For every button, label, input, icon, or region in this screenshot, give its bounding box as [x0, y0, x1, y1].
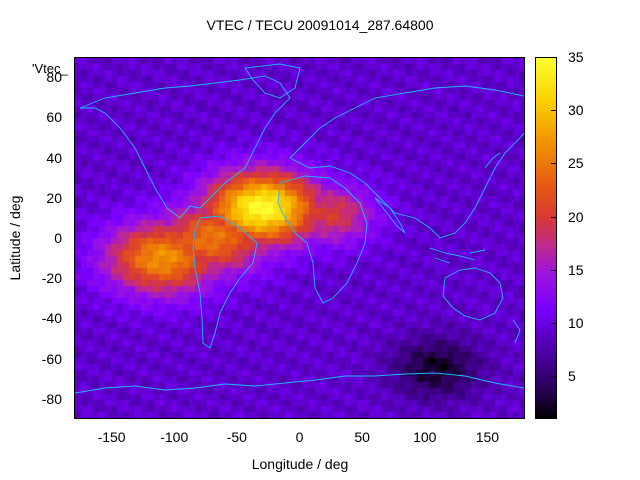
- y-axis-label: Latitude / deg: [7, 195, 23, 281]
- coast-indonesia: [429, 247, 486, 264]
- colorbar-tick-label: 25: [568, 155, 584, 172]
- colorbar-tick-label: 15: [568, 261, 584, 278]
- coast-south-america: [192, 215, 258, 349]
- x-tick-label: -150: [97, 429, 126, 445]
- colorbar: [535, 57, 557, 419]
- coast-japan: [484, 152, 501, 169]
- map-plot-area: [74, 57, 525, 419]
- y-tick-label: -40: [41, 310, 62, 327]
- x-tick-label: 0: [295, 429, 304, 445]
- y-tick-label: -80: [41, 390, 62, 407]
- colorbar-tick-mark: [551, 216, 557, 218]
- x-tick-label: 150: [475, 429, 500, 445]
- coast-greenland: [244, 63, 301, 99]
- coast-new-zealand: [512, 319, 521, 344]
- y-tick-label: 60: [46, 109, 62, 126]
- y-tick-label: 0: [54, 230, 62, 246]
- colorbar-tick-label: 30: [568, 102, 584, 119]
- y-tick-label: 80: [46, 69, 62, 86]
- colorbar-tick-label: 5: [568, 368, 576, 385]
- colorbar-tick-label: 35: [568, 49, 584, 65]
- colorbar-tick-label: 10: [568, 315, 584, 332]
- coast-antarctica: [75, 372, 524, 394]
- y-tick-label: -60: [41, 350, 62, 367]
- x-tick-label: -50: [226, 429, 247, 445]
- vtec-heatmap: [75, 58, 524, 418]
- x-tick-label: 100: [413, 429, 437, 445]
- colorbar-tick-mark: [551, 323, 557, 325]
- y-tick-label: 20: [46, 189, 62, 206]
- coast-india: [374, 197, 406, 234]
- colorbar-tick-mark: [551, 376, 557, 378]
- colorbar-tick-label: 20: [568, 208, 584, 225]
- coast-north-america: [79, 75, 291, 219]
- coastlines: [75, 63, 524, 394]
- colorbar-tick-mark: [551, 269, 557, 271]
- colorbar-tick-mark: [551, 163, 557, 165]
- chart-title: VTEC / TECU 20091014_287.64800: [206, 17, 434, 33]
- y-tick-label: -20: [41, 270, 62, 287]
- legend-key: 'Vtec_: [32, 61, 68, 76]
- y-tick-label: 40: [46, 149, 62, 166]
- coast-australia: [442, 267, 504, 321]
- x-tick-label: 50: [354, 429, 370, 445]
- x-tick-label: -100: [160, 429, 189, 445]
- colorbar-tick-mark: [551, 110, 557, 112]
- coast-eurasia: [289, 85, 524, 239]
- x-axis-label: Longitude / deg: [251, 456, 349, 472]
- colorbar-tick-mark: [551, 57, 557, 58]
- coast-africa: [277, 175, 368, 304]
